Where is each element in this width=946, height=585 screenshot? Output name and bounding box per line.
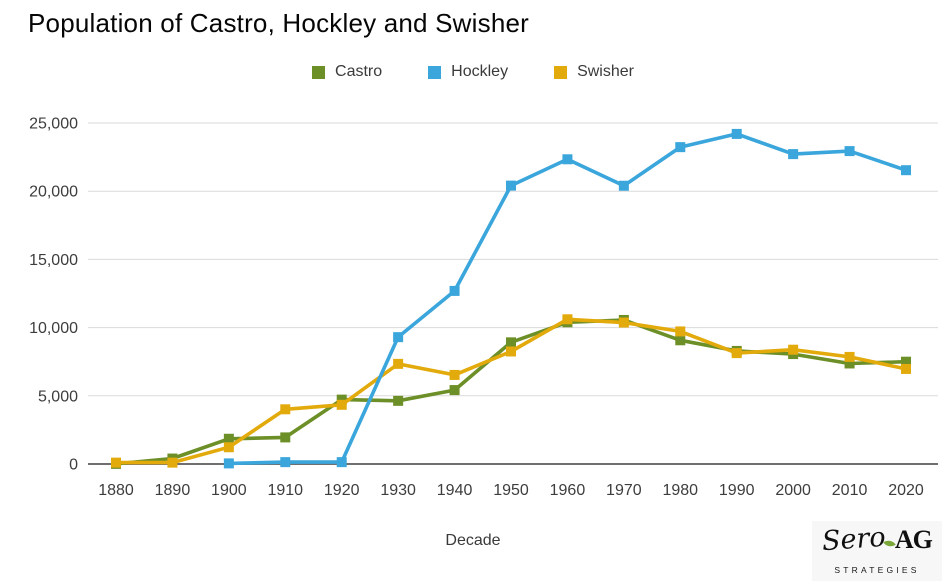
chart-title: Population of Castro, Hockley and Swishe… <box>28 8 530 38</box>
x-tick-label: 1990 <box>719 482 755 499</box>
legend-label: Hockley <box>451 63 509 80</box>
logo-wordmark: Sero AG <box>814 521 940 563</box>
logo-subtitle: STRATEGIES <box>834 565 920 575</box>
data-point-hockley <box>618 180 629 191</box>
y-tick-label: 20,000 <box>29 184 78 201</box>
data-point-hockley <box>506 180 517 191</box>
x-axis-title: Decade <box>445 532 501 549</box>
data-point-castro <box>280 432 291 443</box>
data-point-castro <box>675 335 686 346</box>
data-point-hockley <box>336 457 347 468</box>
logo-ag-text: AG <box>894 525 933 554</box>
legend-item-castro: Castro <box>312 63 382 81</box>
x-tick-label: 1930 <box>380 482 416 499</box>
x-tick-label: 1940 <box>437 482 473 499</box>
x-tick-label: 1880 <box>98 482 134 499</box>
x-tick-label: 2020 <box>888 482 924 499</box>
data-point-castro <box>223 433 234 444</box>
data-point-swisher <box>449 369 460 380</box>
data-point-swisher <box>111 457 121 468</box>
data-point-swisher <box>223 442 234 453</box>
data-point-hockley <box>223 458 234 469</box>
data-point-hockley <box>280 457 291 468</box>
legend-item-hockley: Hockley <box>428 63 508 81</box>
data-point-castro <box>844 358 855 369</box>
x-tick-label: 1970 <box>606 482 642 499</box>
data-point-swisher <box>901 363 912 374</box>
data-point-swisher <box>731 348 742 359</box>
data-point-hockley <box>449 285 460 296</box>
y-tick-label: 5,000 <box>38 388 78 405</box>
x-tick-label: 1910 <box>267 482 303 499</box>
y-tick-label: 15,000 <box>29 252 78 269</box>
series-line-hockley <box>227 132 908 466</box>
legend-swatch-icon <box>428 65 442 79</box>
data-point-swisher <box>788 344 799 355</box>
data-point-castro <box>901 356 912 367</box>
x-tick-label: 1900 <box>211 482 247 499</box>
data-point-hockley <box>788 149 799 160</box>
data-point-swisher <box>844 351 855 362</box>
x-tick-label: 1920 <box>324 482 360 499</box>
data-point-castro <box>449 385 460 396</box>
data-point-hockley <box>901 165 912 176</box>
x-tick-label: 2010 <box>832 482 868 499</box>
data-point-swisher <box>280 404 291 415</box>
data-point-swisher <box>618 317 629 328</box>
legend-label: Castro <box>335 63 383 80</box>
y-tick-label: 10,000 <box>29 320 78 337</box>
data-point-swisher <box>506 346 517 357</box>
data-point-swisher <box>393 358 404 369</box>
data-point-swisher <box>675 326 686 337</box>
data-point-castro <box>393 395 404 406</box>
legend-swatch-icon <box>312 65 326 79</box>
logo: Sero AG STRATEGIES <box>812 521 942 581</box>
legend-swatch-icon <box>554 65 568 79</box>
x-tick-label: 1950 <box>493 482 529 499</box>
legend-item-swisher: Swisher <box>554 63 634 81</box>
y-tick-label: 0 <box>69 457 78 474</box>
data-point-hockley <box>731 128 742 139</box>
logo-script-text: Sero <box>821 521 887 558</box>
data-point-swisher <box>167 457 178 468</box>
data-point-hockley <box>393 332 404 343</box>
data-point-swisher <box>562 314 573 325</box>
data-point-swisher <box>336 399 347 410</box>
data-point-hockley <box>844 146 855 157</box>
legend-label: Swisher <box>577 63 634 80</box>
x-tick-label: 1980 <box>662 482 698 499</box>
legend: Castro Hockley Swisher <box>0 63 946 81</box>
x-tick-label: 1960 <box>550 482 586 499</box>
x-tick-label: 2000 <box>775 482 811 499</box>
x-tick-label: 1890 <box>155 482 191 499</box>
data-point-castro <box>336 394 347 405</box>
data-point-castro <box>506 337 517 348</box>
data-point-hockley <box>562 154 573 165</box>
y-tick-label: 25,000 <box>29 116 78 133</box>
data-point-hockley <box>675 142 686 153</box>
